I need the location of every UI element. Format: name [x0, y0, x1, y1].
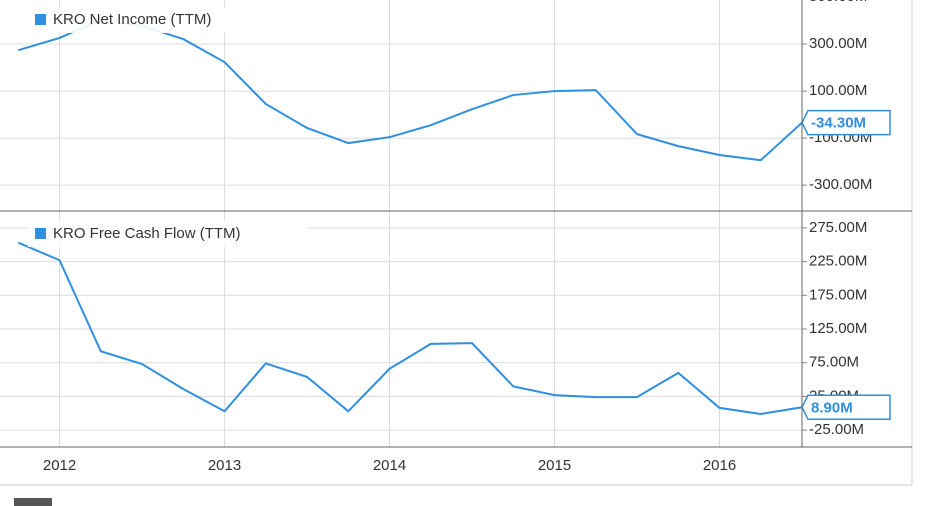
y-tick-label: 225.00M	[809, 253, 867, 270]
line-series	[18, 19, 803, 162]
x-tick-label: 2013	[208, 457, 241, 474]
y-tick-label: 300.00M	[809, 35, 867, 52]
value-label: -34.30M	[811, 115, 866, 132]
line-series	[17, 241, 803, 415]
y-tick-label: -300.00M	[809, 176, 872, 193]
legend-box	[28, 7, 308, 33]
y-tick-label: 500.00M	[809, 0, 867, 5]
y-tick-label: 100.00M	[809, 82, 867, 99]
legend-label: KRO Net Income (TTM)	[53, 11, 211, 28]
y-tick-label: 175.00M	[809, 286, 867, 303]
y-tick-label: -25.00M	[809, 421, 864, 438]
x-tick-label: 2014	[373, 457, 406, 474]
legend-box	[28, 221, 308, 247]
x-tick-label: 2016	[703, 457, 736, 474]
y-tick-label: 125.00M	[809, 320, 867, 337]
value-label-box	[801, 394, 891, 421]
y-tick-label: 75.00M	[809, 354, 859, 371]
value-label: 8.90M	[811, 399, 853, 416]
x-tick-label: 2015	[538, 457, 571, 474]
legend-label: KRO Free Cash Flow (TTM)	[53, 225, 241, 242]
x-tick-label: 2012	[43, 457, 76, 474]
logo	[14, 498, 52, 506]
legend-swatch	[35, 14, 46, 25]
y-tick-label: 275.00M	[809, 219, 867, 236]
legend-swatch	[35, 228, 46, 239]
value-label-box	[801, 109, 891, 136]
